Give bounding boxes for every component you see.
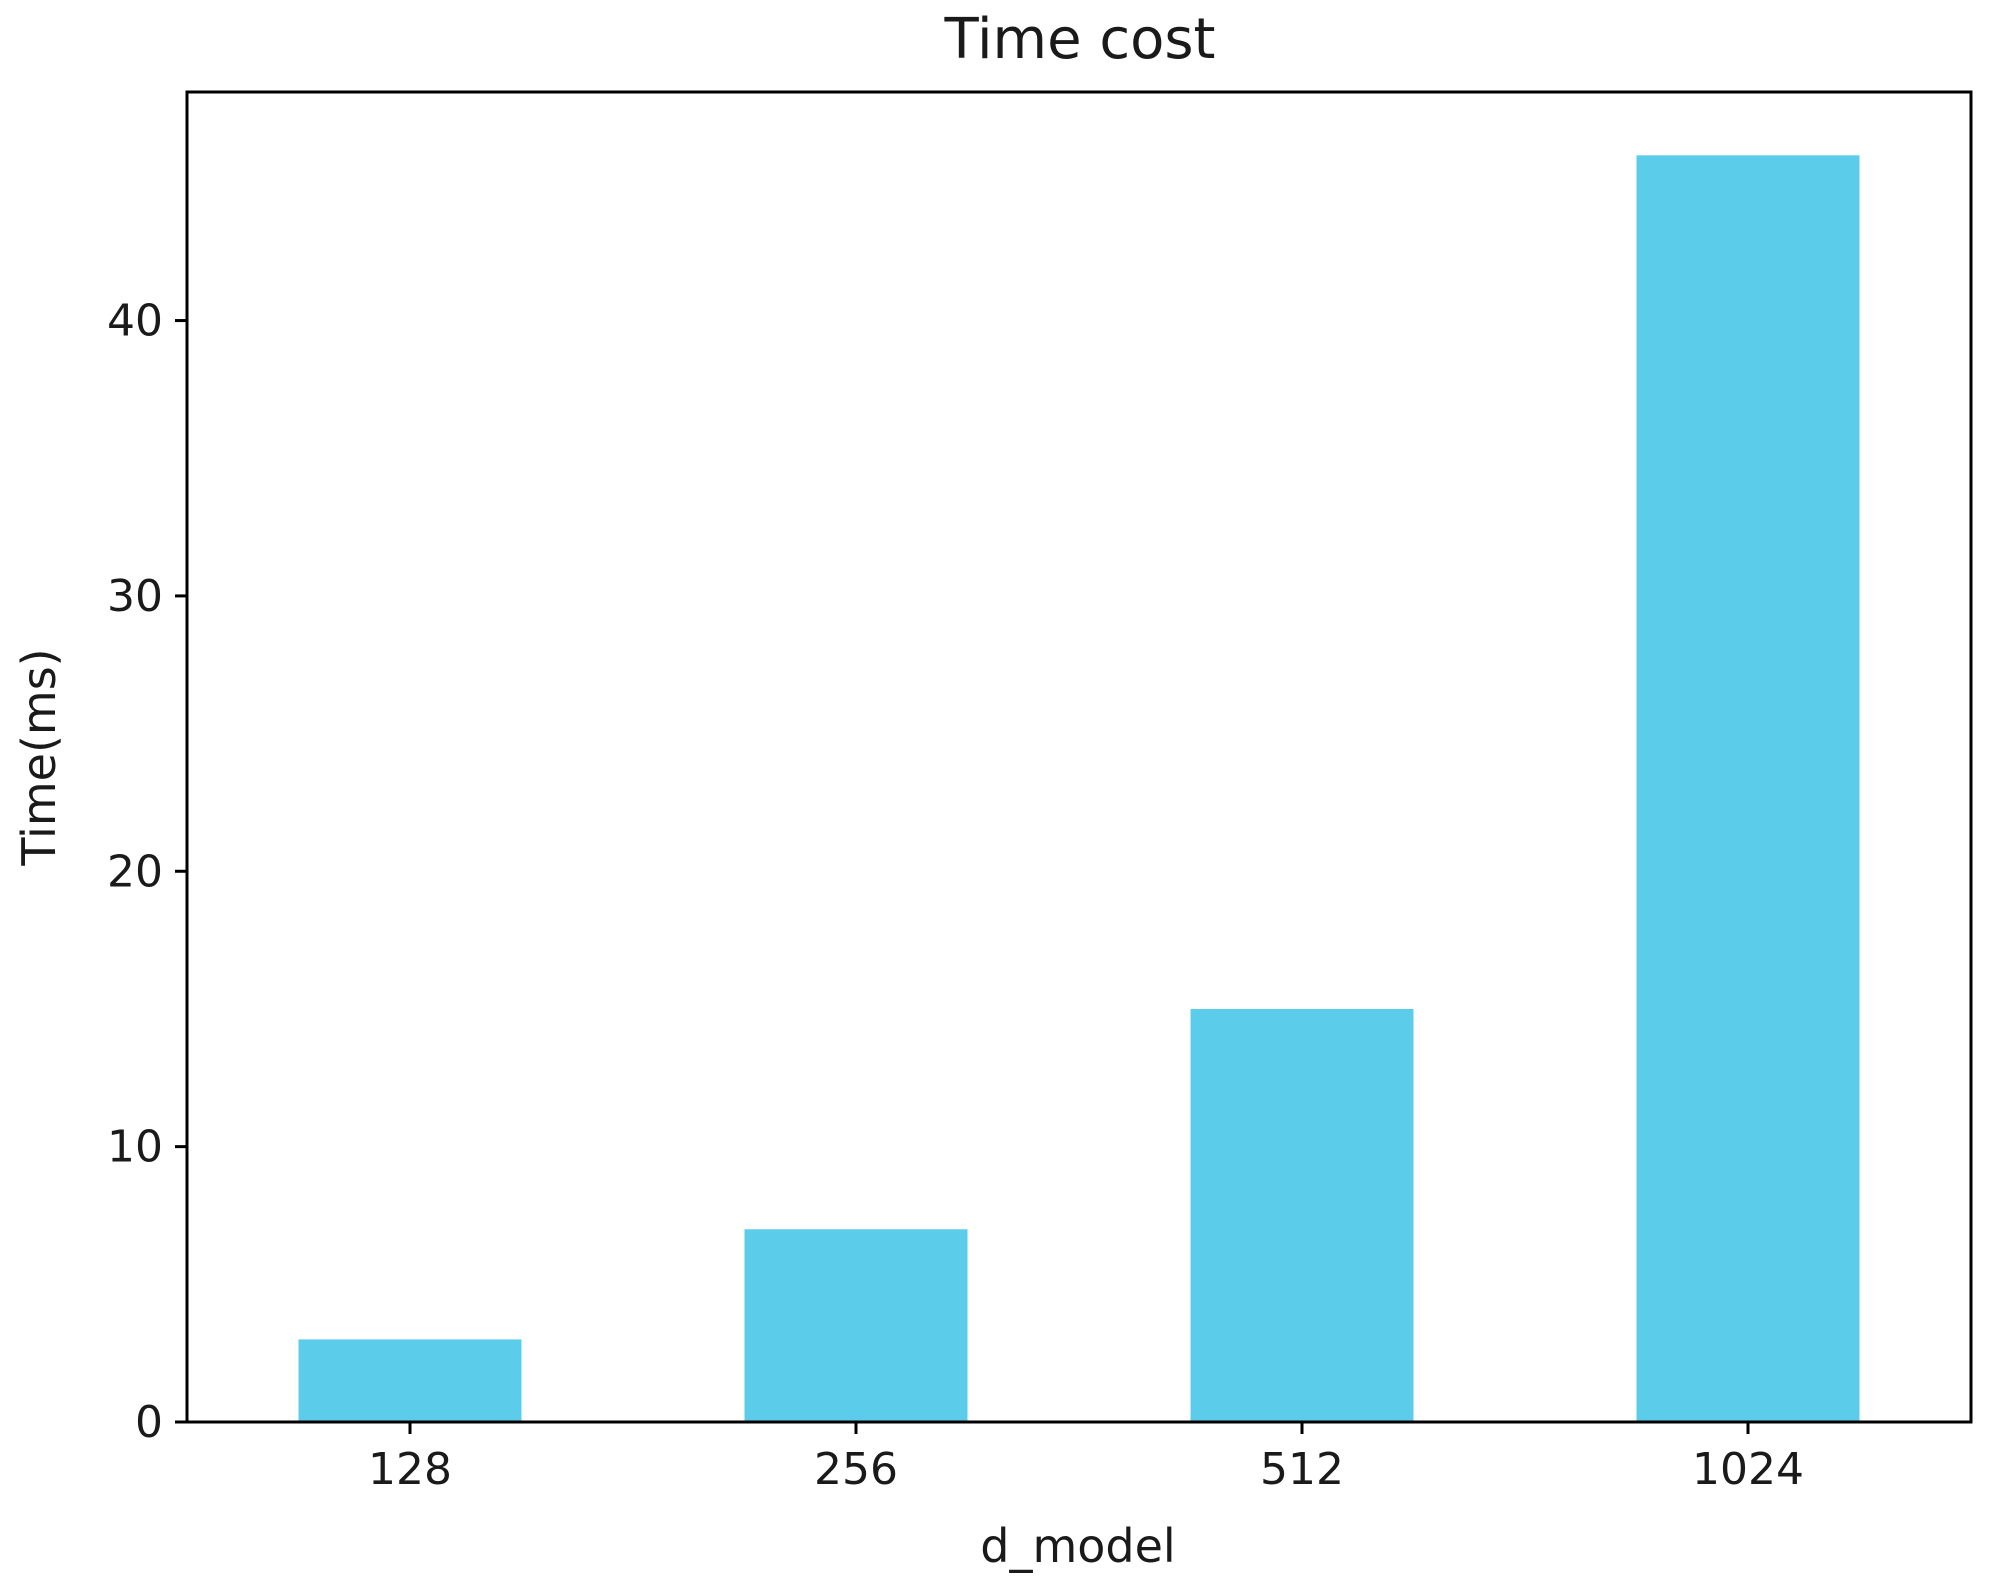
plot-frame bbox=[185, 90, 1973, 1424]
y-axis-label: Time(ms) bbox=[12, 648, 66, 866]
x-axis-ticks: 128 256 512 1024 bbox=[368, 1422, 1804, 1495]
y-tick-label-10: 10 bbox=[107, 1122, 163, 1173]
x-axis-label: d_model bbox=[980, 1519, 1175, 1573]
x-tick-label-128: 128 bbox=[368, 1444, 452, 1495]
bar-128 bbox=[298, 1339, 522, 1422]
x-tick-label-1024: 1024 bbox=[1692, 1444, 1804, 1495]
x-tick-label-256: 256 bbox=[814, 1444, 898, 1495]
y-tick-label-0: 0 bbox=[135, 1397, 163, 1448]
chart-title: Time cost bbox=[943, 7, 1215, 72]
bar-512 bbox=[1190, 1008, 1414, 1422]
bar-1024 bbox=[1636, 155, 1860, 1423]
bars-group bbox=[298, 155, 1860, 1423]
y-axis-ticks: 0 10 20 30 40 bbox=[107, 296, 187, 1448]
y-tick-label-20: 20 bbox=[107, 846, 163, 897]
x-tick-label-512: 512 bbox=[1260, 1444, 1344, 1495]
y-tick-label-40: 40 bbox=[107, 296, 163, 347]
bar-256 bbox=[744, 1229, 968, 1422]
y-tick-label-30: 30 bbox=[107, 571, 163, 622]
